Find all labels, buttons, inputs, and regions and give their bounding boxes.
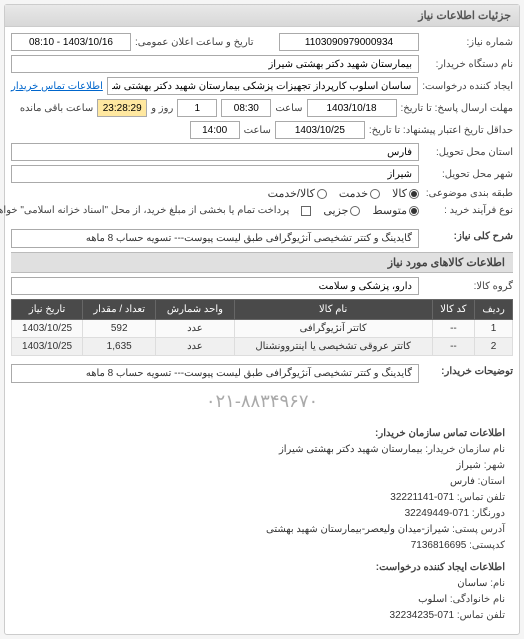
items-table: ردیفکد کالانام کالاواحد شمارشتعداد / مقد… xyxy=(11,299,513,356)
reply-date-input[interactable] xyxy=(307,99,397,117)
priority-service-radio[interactable]: خدمت xyxy=(339,187,380,200)
public-date-input[interactable] xyxy=(11,33,131,51)
buyer-org-input[interactable] xyxy=(11,55,419,73)
process-checkbox[interactable] xyxy=(301,206,311,216)
summary-box: گایدینگ و کتتر تشخیصی آنژیوگرافی طبق لیس… xyxy=(11,229,419,248)
contact-phone-large: ۰۲۱-۸۸۳۴۹۶۷۰ xyxy=(11,387,513,416)
process-small-radio[interactable]: متوسط xyxy=(372,204,419,217)
validity-date-input[interactable] xyxy=(275,121,365,139)
contact-requester-title: اطلاعات ایجاد کننده درخواست: xyxy=(19,560,505,576)
buyer-contact-link[interactable]: اطلاعات تماس خریدار xyxy=(11,81,103,92)
remaining-input xyxy=(97,99,147,117)
requester-input[interactable] xyxy=(107,77,418,95)
time-label-1: ساعت xyxy=(275,103,302,114)
process-label: نوع فرآیند خرید : xyxy=(423,205,513,216)
remaining-label: ساعت باقی مانده xyxy=(20,103,93,114)
validity-label: حداقل تاریخ اعتبار پیشنهاد: تا تاریخ: xyxy=(369,125,513,136)
summary-label: شرح کلی نیاز: xyxy=(423,231,513,242)
delivery-city-input[interactable] xyxy=(11,165,419,183)
validity-time-input[interactable] xyxy=(190,121,240,139)
group-label: گروه کالا: xyxy=(423,281,513,292)
reply-time-input[interactable] xyxy=(221,99,271,117)
time-label-2: ساعت xyxy=(244,125,271,136)
priority-both-radio[interactable]: کالا/خدمت xyxy=(268,187,327,200)
table-header: تعداد / مقدار xyxy=(83,300,156,320)
requester-label: ایجاد کننده درخواست: xyxy=(422,81,513,92)
table-header: ردیف xyxy=(475,300,513,320)
buyer-notes-box: گایدینگ و کتتر تشخیصی آنژیوگرافی طبق لیس… xyxy=(11,364,419,383)
items-section-title: اطلاعات کالاهای مورد نیاز xyxy=(11,252,513,273)
reply-deadline-label: مهلت ارسال پاسخ: تا تاریخ: xyxy=(401,103,513,114)
details-panel: جزئیات اطلاعات نیاز شماره نیاز: تاریخ و … xyxy=(4,4,520,635)
priority-radio-group: کالا خدمت کالا/خدمت xyxy=(268,187,419,200)
days-input[interactable] xyxy=(177,99,217,117)
request-no-label: شماره نیاز: xyxy=(423,37,513,48)
days-sep: روز و xyxy=(151,103,173,114)
delivery-city-label: شهر محل تحویل: xyxy=(423,169,513,180)
request-no-input[interactable] xyxy=(279,33,419,51)
buyer-notes-label: توضیحات خریدار: xyxy=(423,366,513,377)
panel-title: جزئیات اطلاعات نیاز xyxy=(5,5,519,27)
public-date-label: تاریخ و ساعت اعلان عمومی: xyxy=(135,37,254,48)
contact-org-title: اطلاعات تماس سازمان خریدار: xyxy=(19,426,505,442)
process-partial-radio[interactable]: جزیی xyxy=(323,204,360,217)
priority-goods-radio[interactable]: کالا xyxy=(392,187,419,200)
table-row: 1--کاتتر آنژیوگرافیعدد5921403/10/25 xyxy=(12,320,513,338)
table-row: 2--کاتتر عروقی تشخیصی یا اینتروونشنالعدد… xyxy=(12,338,513,356)
panel-body: شماره نیاز: تاریخ و ساعت اعلان عمومی: نا… xyxy=(5,27,519,634)
delivery-province-label: استان محل تحویل: xyxy=(423,147,513,158)
table-header: واحد شمارش xyxy=(156,300,234,320)
table-header: نام کالا xyxy=(234,300,432,320)
group-input[interactable] xyxy=(11,277,419,295)
table-header: کد کالا xyxy=(432,300,475,320)
process-note: پرداخت تمام یا بخشی از مبلغ خرید، از محل… xyxy=(0,205,289,216)
delivery-province-input[interactable] xyxy=(11,143,419,161)
buyer-org-label: نام دستگاه خریدار: xyxy=(423,59,513,70)
priority-label: طبقه بندی موضوعی: xyxy=(423,188,513,199)
process-radio-group: متوسط جزیی پرداخت تمام یا بخشی از مبلغ خ… xyxy=(0,204,419,217)
contact-org-block: اطلاعات تماس سازمان خریدار: نام سازمان خ… xyxy=(11,416,513,628)
table-header: تاریخ نیاز xyxy=(12,300,83,320)
